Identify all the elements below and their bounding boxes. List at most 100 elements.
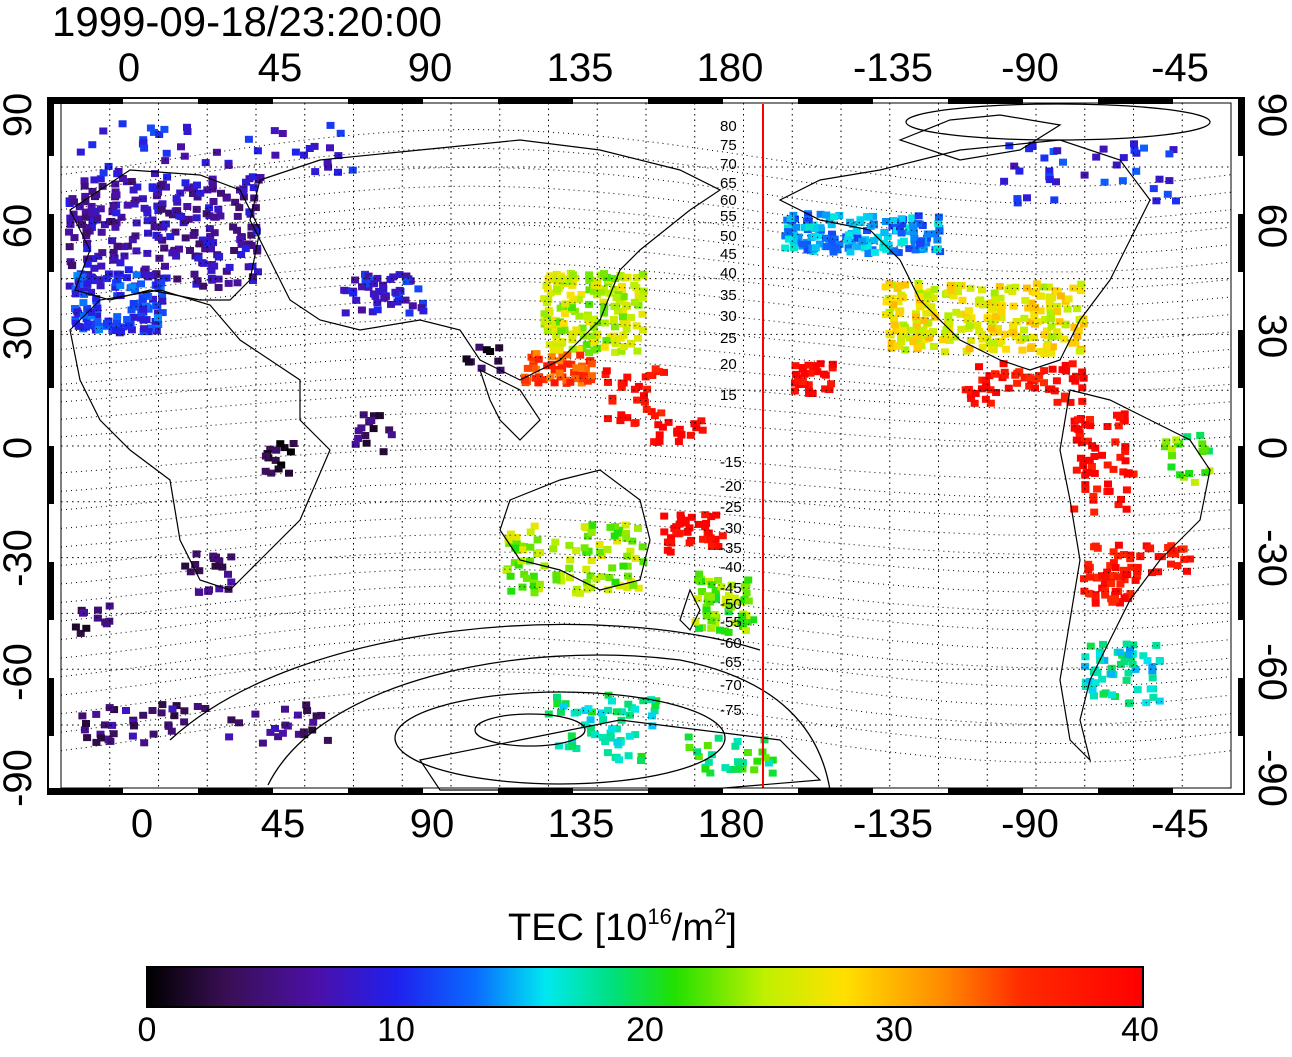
tec-cell (572, 364, 581, 372)
lon-tick-bottom: 135 (547, 802, 615, 846)
tec-cell (694, 520, 703, 528)
tec-cell (518, 546, 527, 554)
tec-cell (1129, 641, 1138, 649)
tec-cell (568, 742, 577, 750)
tec-cell (616, 417, 625, 425)
tec-cell (104, 270, 113, 278)
tec-cell (599, 298, 608, 306)
tec-cell (710, 610, 719, 618)
tec-cell (608, 564, 617, 572)
tec-cell (96, 175, 105, 183)
tec-cell (170, 712, 179, 720)
tec-cell (193, 193, 202, 201)
tec-cell (640, 398, 649, 406)
tec-cell (1047, 385, 1056, 393)
tec-cell (113, 170, 122, 178)
tec-cell (792, 223, 800, 231)
tec-cell (638, 543, 647, 551)
tec-cell (351, 276, 360, 284)
tec-cell (123, 274, 131, 282)
tec-cell (172, 702, 181, 710)
tec-cell (592, 575, 601, 583)
tec-cell (181, 234, 190, 242)
tec-cell (389, 273, 398, 281)
frame-tick-segment (48, 562, 54, 620)
tec-cell (214, 205, 223, 213)
tec-cell (789, 237, 798, 245)
contour-label: -30 (720, 520, 742, 537)
tec-cell (942, 326, 951, 333)
tec-cell (884, 241, 893, 249)
tec-cell (596, 548, 605, 556)
tec-cell (1118, 177, 1127, 185)
tec-cell (351, 440, 360, 448)
tec-cell (1080, 575, 1088, 583)
tec-cell (575, 371, 584, 379)
tec-cell (116, 292, 125, 299)
tec-cell (889, 217, 898, 224)
tec-cell (1091, 594, 1100, 601)
tec-cell (1080, 587, 1089, 595)
tec-cell (966, 337, 975, 344)
tec-cell (976, 296, 985, 304)
tec-cell (76, 148, 85, 156)
tec-cell (600, 270, 608, 278)
lat-tick-left: 90 (0, 92, 40, 138)
tec-cell (978, 335, 987, 343)
tec-cell (148, 183, 157, 191)
tec-cell (354, 435, 363, 442)
tec-cell (560, 310, 569, 318)
tec-cell (997, 307, 1006, 315)
tec-cell (83, 260, 92, 268)
tec-cell (222, 267, 231, 275)
north-pole-ring (905, 103, 1211, 141)
contour-label: -75 (720, 702, 742, 719)
lon-tick-bottom: -135 (852, 802, 934, 846)
tec-cell (172, 195, 181, 203)
tec-cell (1119, 154, 1128, 162)
tec-cell (804, 381, 813, 389)
contour-line (60, 517, 1232, 555)
tec-cell (648, 722, 657, 730)
tec-cell (912, 323, 921, 331)
tec-cell (119, 323, 128, 331)
tec-cell (395, 271, 404, 279)
tec-cell (784, 228, 793, 236)
tec-cell (83, 321, 92, 329)
tec-cell (1090, 453, 1099, 460)
tec-cell (1167, 560, 1175, 568)
tec-cell (707, 543, 716, 550)
tec-cell (1064, 295, 1073, 303)
tec-cell (1130, 140, 1138, 148)
tec-cell (634, 288, 643, 296)
tec-cell (1053, 147, 1062, 155)
tec-cell (1136, 552, 1145, 560)
lat-tick-right: -90 (1250, 749, 1292, 807)
lon-tick-bottom: -90 (1001, 802, 1059, 846)
tec-cell (1111, 564, 1120, 572)
tec-cell (1111, 595, 1120, 603)
lon-tick-bottom: 0 (130, 802, 154, 846)
contour-label: -15 (720, 454, 742, 471)
tec-cell (1109, 559, 1118, 567)
tec-cell (81, 192, 90, 200)
tec-cell (799, 240, 808, 248)
colorbar-tick: 30 (875, 1011, 913, 1049)
tec-cell (586, 572, 595, 580)
tec-cell (923, 291, 932, 299)
tec-cell (1149, 693, 1158, 701)
tec-cell (180, 152, 189, 160)
tec-cell (557, 577, 566, 585)
tec-cell (650, 438, 659, 446)
tec-cell (545, 309, 554, 317)
tec-cell (253, 147, 262, 155)
tec-cell (199, 259, 208, 267)
tec-cell (1013, 369, 1022, 377)
lat-tick-left: 60 (0, 203, 40, 249)
tec-cell (271, 725, 279, 732)
tec-cell (685, 539, 694, 547)
tec-cell (827, 380, 836, 388)
frame-tick-segment (1238, 446, 1244, 504)
tec-cell (570, 369, 579, 376)
tec-cell (1094, 573, 1103, 581)
